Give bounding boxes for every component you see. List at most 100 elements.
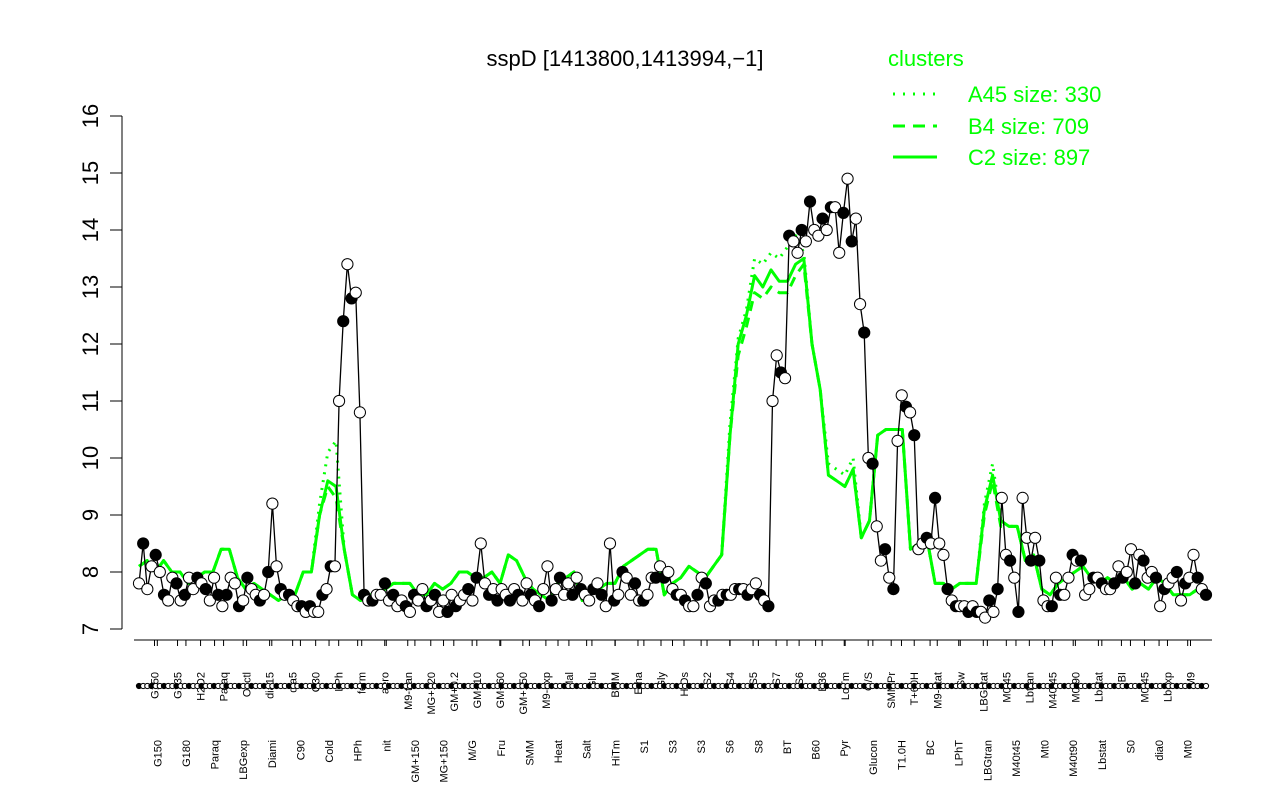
data-point bbox=[570, 571, 583, 584]
data-point bbox=[137, 537, 150, 550]
data-point bbox=[1033, 554, 1046, 567]
series-lines bbox=[138, 178, 1207, 619]
data-point bbox=[641, 588, 654, 601]
y-tick-label: 16 bbox=[78, 104, 103, 128]
data-point bbox=[553, 571, 567, 584]
data-points bbox=[132, 172, 1213, 624]
y-tick-label: 10 bbox=[78, 446, 103, 470]
data-point bbox=[866, 457, 879, 470]
x-tick-label: LBGtran bbox=[982, 740, 994, 781]
data-point bbox=[691, 588, 704, 601]
data-point bbox=[412, 594, 425, 607]
x-tick-label: S2 bbox=[702, 672, 714, 685]
cluster-line-dotted bbox=[138, 234, 1206, 602]
data-point bbox=[228, 577, 241, 590]
x-tick-label: Etha bbox=[633, 671, 645, 695]
x-tick-label: BC bbox=[925, 740, 937, 755]
y-tick-label: 15 bbox=[78, 161, 103, 185]
data-point bbox=[941, 583, 954, 596]
data-point bbox=[262, 565, 275, 579]
data-point bbox=[478, 577, 492, 590]
data-point bbox=[995, 491, 1008, 504]
x-tick-label: Heat bbox=[553, 740, 565, 763]
data-point bbox=[237, 594, 250, 607]
chart-title: sspD [1413800,1413994,−1] bbox=[486, 46, 763, 71]
x-tick-label: LBGstat bbox=[978, 672, 990, 712]
data-point bbox=[332, 394, 346, 408]
x-tick-label: Lbstat bbox=[1097, 740, 1109, 770]
data-point bbox=[1112, 560, 1125, 573]
x-tick-label: S4 bbox=[725, 672, 737, 685]
data-point bbox=[170, 577, 183, 590]
data-point bbox=[599, 600, 612, 613]
y-tick-label: 9 bbox=[78, 509, 103, 521]
data-point bbox=[1120, 565, 1133, 579]
data-point bbox=[162, 594, 175, 607]
x-tick-label: dia0 bbox=[1154, 740, 1166, 761]
data-point bbox=[983, 594, 996, 607]
x-tick-label: M9-stat bbox=[932, 672, 944, 709]
x-tick-label: SMM bbox=[524, 740, 536, 766]
data-point bbox=[341, 258, 354, 271]
data-point bbox=[220, 588, 233, 601]
x-tick-label: BT bbox=[782, 740, 794, 754]
x-tick-label: HPh bbox=[353, 740, 365, 761]
data-point bbox=[378, 577, 392, 590]
data-point bbox=[207, 571, 221, 584]
data-point bbox=[603, 537, 617, 550]
data-point bbox=[353, 406, 367, 419]
data-point bbox=[1137, 554, 1150, 567]
x-tick-label: M9-tran bbox=[403, 672, 415, 710]
data-point bbox=[270, 560, 283, 573]
legend: clusters A45 size: 330 B4 size: 709 C2 s… bbox=[888, 46, 1101, 170]
x-tick-label: GM+150 bbox=[410, 740, 422, 783]
data-point bbox=[541, 560, 554, 573]
x-tick-label: MG+150 bbox=[439, 740, 451, 783]
x-tick-label: S1 bbox=[639, 740, 651, 753]
data-point bbox=[1074, 554, 1088, 567]
x-tick-label: S3 bbox=[668, 740, 680, 753]
data-point bbox=[153, 565, 166, 579]
data-point bbox=[1008, 571, 1021, 584]
data-point bbox=[241, 571, 254, 584]
x-tick-label: dia5 bbox=[288, 672, 300, 693]
data-point bbox=[312, 605, 325, 619]
x-tick-label: T1.0H bbox=[896, 740, 908, 770]
data-point bbox=[1058, 588, 1071, 601]
data-point bbox=[841, 172, 854, 185]
x-tick-label: S8 bbox=[753, 740, 765, 753]
data-point bbox=[1129, 577, 1142, 590]
data-point bbox=[1083, 583, 1096, 596]
data-point bbox=[987, 605, 1000, 619]
data-point bbox=[562, 577, 575, 590]
data-point bbox=[416, 583, 429, 596]
data-point bbox=[1016, 491, 1029, 504]
x-tick-label: B60 bbox=[811, 740, 823, 760]
data-point bbox=[620, 571, 633, 584]
x-tick-label: LPhT bbox=[954, 740, 966, 767]
data-point bbox=[1170, 565, 1183, 579]
data-point bbox=[908, 429, 921, 442]
x-tick-label: ferm bbox=[357, 672, 369, 694]
x-tick-label: G150 bbox=[152, 740, 164, 767]
data-point bbox=[1199, 588, 1213, 601]
data-point bbox=[545, 594, 558, 607]
data-point bbox=[337, 315, 350, 328]
x-tick-label: M40t90 bbox=[1068, 740, 1080, 777]
x-tick-label: Fru bbox=[496, 740, 508, 757]
data-point bbox=[1108, 577, 1121, 590]
data-point bbox=[874, 554, 887, 567]
data-point bbox=[145, 560, 158, 573]
x-tick-label: GM+60 bbox=[495, 672, 507, 708]
data-point bbox=[149, 548, 162, 562]
data-point bbox=[178, 588, 191, 601]
data-point bbox=[845, 235, 858, 248]
data-point bbox=[662, 565, 675, 579]
data-point bbox=[849, 212, 862, 225]
x-tick-label: S6 bbox=[794, 672, 806, 685]
y-tick-label: 8 bbox=[78, 566, 103, 578]
x-tick-label: S0 bbox=[1125, 740, 1137, 753]
data-point bbox=[537, 583, 550, 596]
data-point bbox=[799, 235, 812, 248]
data-point bbox=[466, 594, 479, 607]
